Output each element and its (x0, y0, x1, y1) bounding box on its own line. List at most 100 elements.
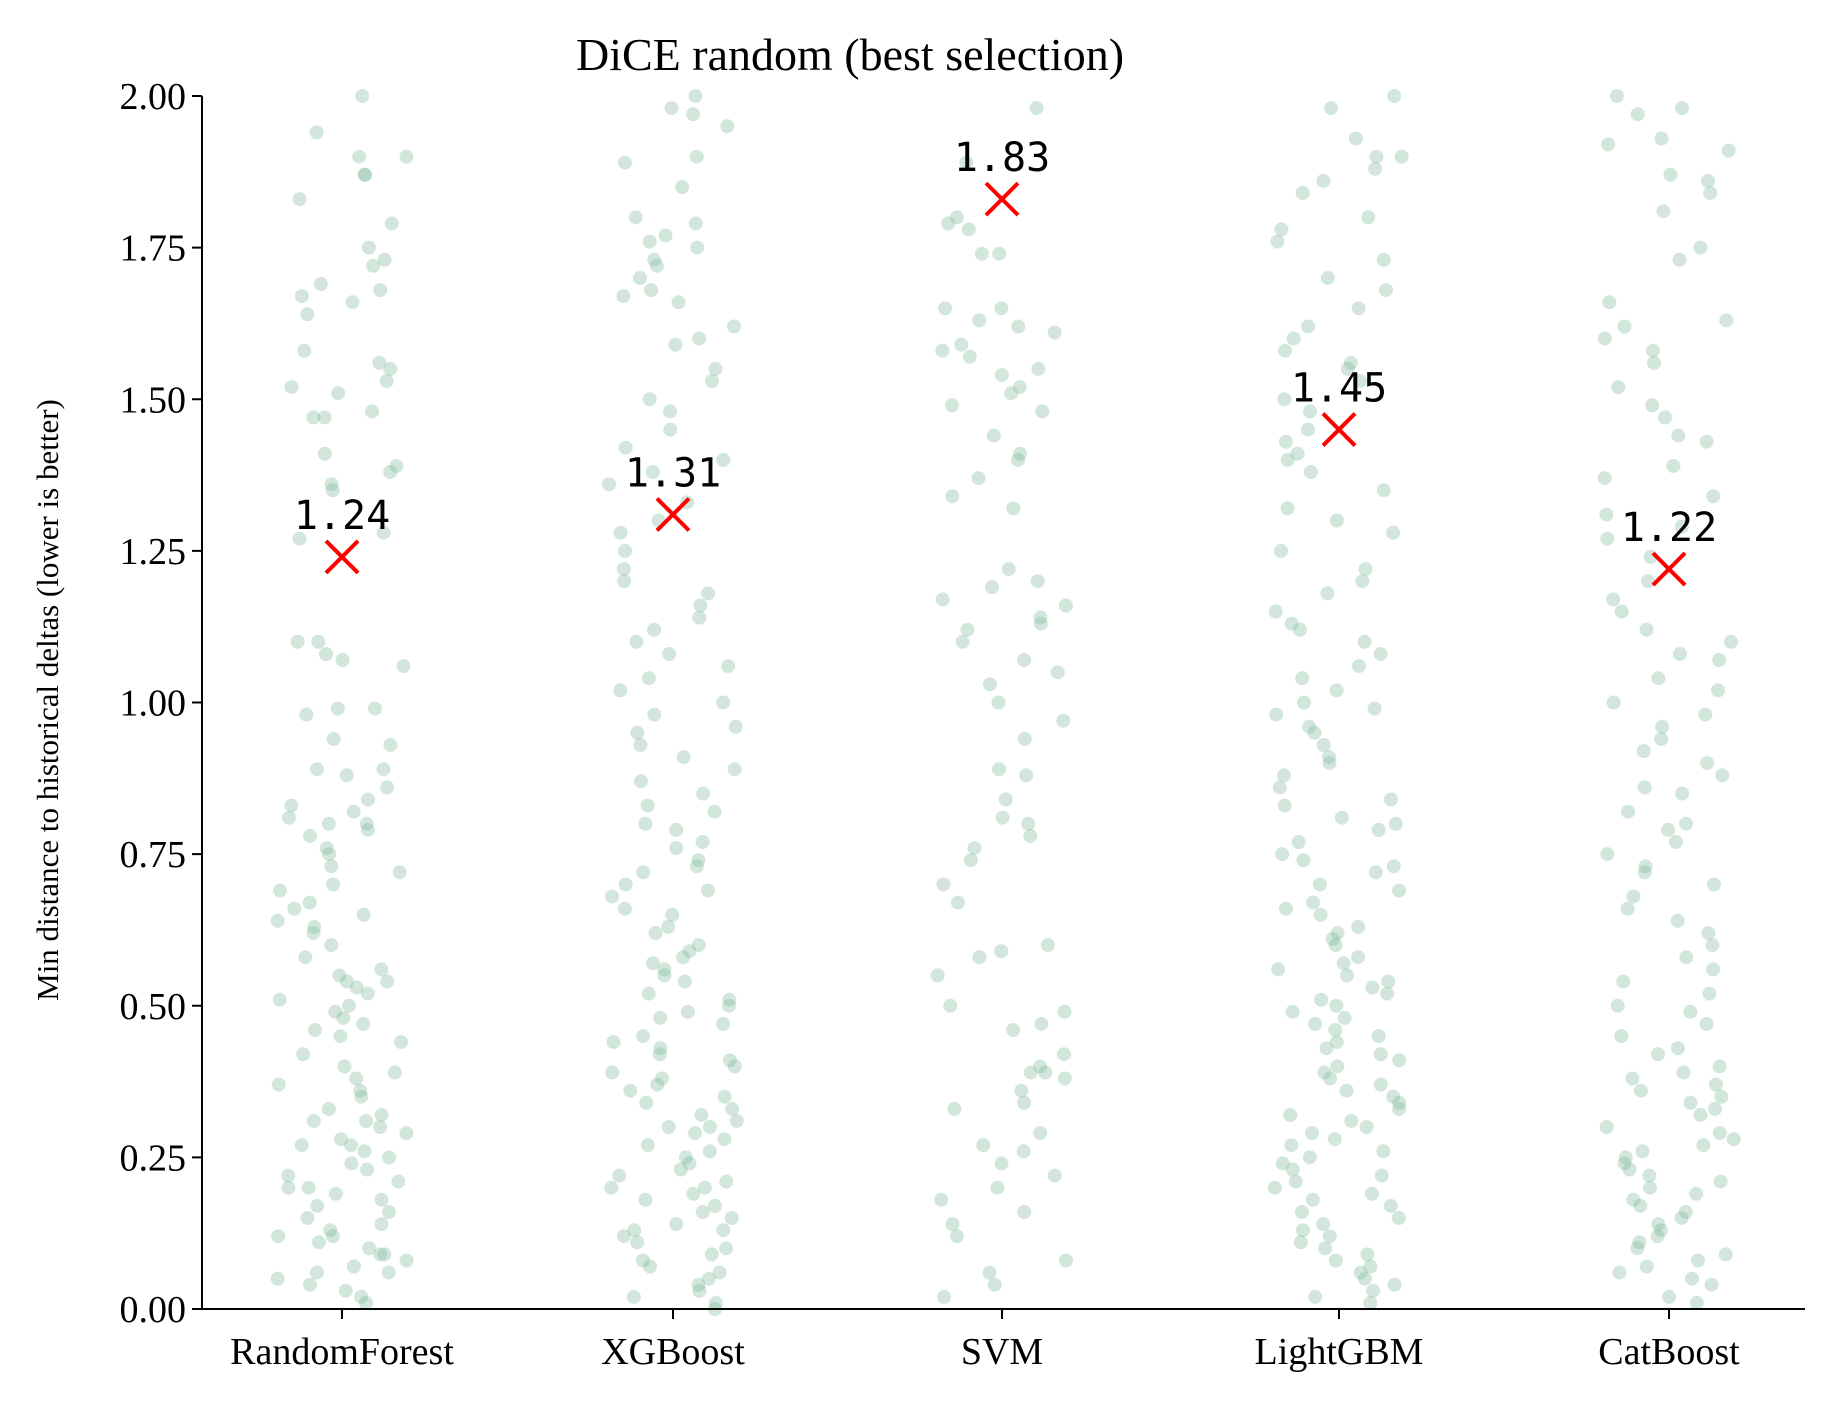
data-point (1662, 1289, 1676, 1304)
data-point (636, 865, 651, 880)
data-point (1035, 404, 1050, 419)
data-point (724, 1211, 739, 1225)
data-point (377, 1247, 392, 1262)
data-point (1363, 1295, 1378, 1310)
data-point (382, 1150, 397, 1165)
data-point (301, 1180, 316, 1195)
data-point (1361, 210, 1376, 225)
data-point (604, 1180, 619, 1195)
data-point (1340, 361, 1355, 376)
data-point (361, 822, 375, 837)
data-point (605, 1065, 620, 1080)
data-point (676, 950, 690, 965)
mean-value-label: 1.22 (1621, 505, 1717, 551)
data-point (1359, 1120, 1374, 1134)
data-point (1019, 768, 1034, 783)
data-point (310, 1198, 325, 1213)
data-point (954, 337, 969, 352)
data-point (1277, 392, 1292, 407)
y-tick-label: 1.50 (120, 379, 187, 421)
data-point (281, 1168, 296, 1183)
data-point (712, 1265, 727, 1280)
data-point (692, 610, 707, 625)
data-point (1705, 938, 1720, 953)
data-point (1316, 173, 1331, 188)
y-tick-label: 0.75 (120, 834, 187, 876)
data-point (697, 1180, 712, 1195)
mean-marker (1651, 551, 1687, 587)
data-point (1719, 313, 1734, 328)
data-point (1340, 968, 1355, 983)
data-point (1658, 410, 1672, 425)
data-point (1023, 828, 1038, 843)
data-point (936, 877, 951, 892)
jitter-points (270, 89, 1741, 1316)
data-point (338, 1283, 353, 1298)
data-point (1011, 452, 1026, 467)
data-point (298, 950, 313, 965)
data-point (1302, 719, 1317, 734)
data-point (1017, 731, 1032, 746)
data-point (303, 1277, 317, 1292)
data-point (688, 1126, 702, 1141)
data-point (647, 252, 662, 267)
data-point (1023, 1065, 1038, 1080)
data-point (1630, 1241, 1645, 1256)
data-point (1699, 1016, 1714, 1031)
x-tick-label: LightGBM (1255, 1331, 1424, 1373)
data-point (707, 804, 722, 819)
data-point (282, 810, 296, 825)
data-point (1312, 877, 1327, 892)
data-point (1275, 847, 1290, 862)
data-point (1599, 507, 1614, 522)
data-point (1014, 1083, 1029, 1098)
data-point (633, 738, 648, 752)
data-point (1017, 1095, 1032, 1110)
data-point (270, 1271, 285, 1286)
data-point (664, 101, 679, 116)
data-point (306, 926, 321, 940)
data-point (719, 1241, 734, 1256)
data-point (1616, 974, 1631, 989)
data-point (994, 368, 1009, 382)
data-point (634, 774, 648, 789)
data-point (1016, 1144, 1031, 1159)
data-point (690, 240, 705, 255)
data-point (344, 1156, 359, 1171)
data-point (1671, 428, 1686, 443)
data-point (653, 1010, 668, 1025)
data-point (1323, 1071, 1337, 1086)
data-point (935, 592, 950, 607)
data-point (328, 1004, 343, 1019)
data-point (647, 707, 662, 722)
data-point (1637, 780, 1652, 795)
data-point (955, 634, 970, 649)
data-point (1656, 204, 1671, 219)
data-point (302, 895, 317, 910)
data-point (657, 968, 672, 983)
data-point (729, 1114, 744, 1128)
data-point (330, 701, 345, 716)
data-point (1297, 695, 1311, 710)
data-point (950, 210, 964, 225)
data-point (1033, 1059, 1048, 1074)
data-point (319, 841, 334, 856)
data-point (1290, 446, 1305, 461)
data-point (645, 956, 660, 971)
data-point (1334, 810, 1349, 825)
data-point (356, 1016, 371, 1031)
data-point (396, 659, 411, 674)
data-point (1689, 1186, 1704, 1201)
data-point (1668, 835, 1683, 849)
data-point (1374, 1168, 1389, 1183)
data-point (377, 252, 392, 267)
data-point (346, 804, 361, 819)
data-point (1059, 1253, 1074, 1268)
data-point (1291, 835, 1306, 849)
data-point (1278, 343, 1293, 358)
data-point (1642, 1168, 1657, 1183)
data-point (1701, 926, 1716, 940)
data-point (1269, 707, 1284, 722)
data-point (702, 1120, 717, 1134)
data-point (1301, 319, 1316, 334)
